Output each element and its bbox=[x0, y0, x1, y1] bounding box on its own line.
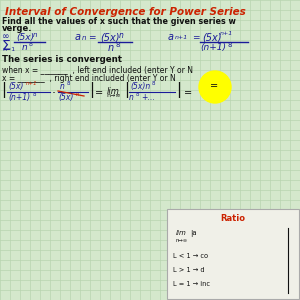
Text: 8: 8 bbox=[29, 42, 33, 47]
FancyBboxPatch shape bbox=[167, 209, 299, 299]
Text: +...: +... bbox=[141, 93, 154, 102]
Text: L > 1 → d: L > 1 → d bbox=[173, 267, 205, 273]
Text: (5x): (5x) bbox=[58, 93, 74, 102]
Text: The series is convergent: The series is convergent bbox=[2, 55, 122, 64]
Text: n→∞: n→∞ bbox=[175, 238, 187, 243]
Text: (5x): (5x) bbox=[202, 32, 221, 42]
Text: |a: |a bbox=[190, 230, 196, 237]
Text: (n+1): (n+1) bbox=[8, 93, 30, 102]
Text: a: a bbox=[75, 32, 81, 42]
Text: n: n bbox=[33, 32, 38, 38]
Text: 8: 8 bbox=[228, 42, 232, 48]
Text: L < 1 → co: L < 1 → co bbox=[173, 253, 208, 259]
Text: (5x)n: (5x)n bbox=[130, 82, 150, 91]
Text: =: = bbox=[192, 33, 200, 42]
Text: 8: 8 bbox=[67, 81, 70, 86]
Text: 8: 8 bbox=[152, 81, 155, 86]
Text: when x = _______  , left end included (enter Y or N: when x = _______ , left end included (en… bbox=[2, 65, 193, 74]
Text: 8: 8 bbox=[136, 92, 140, 97]
Text: ·: · bbox=[52, 87, 56, 100]
Circle shape bbox=[199, 71, 231, 103]
Text: Σ: Σ bbox=[2, 39, 11, 53]
Text: L = 1 → inc: L = 1 → inc bbox=[173, 281, 210, 287]
Text: Find all the values of x such that the given series w: Find all the values of x such that the g… bbox=[2, 17, 236, 26]
Text: n+1: n+1 bbox=[175, 35, 188, 40]
Text: 8: 8 bbox=[116, 42, 121, 48]
Text: (n+1): (n+1) bbox=[200, 43, 226, 52]
Text: =: = bbox=[95, 88, 103, 98]
Text: n: n bbox=[119, 31, 124, 40]
Text: (5x): (5x) bbox=[100, 32, 119, 42]
Text: n: n bbox=[129, 93, 134, 102]
Text: Ratio: Ratio bbox=[220, 214, 245, 223]
Text: (5x): (5x) bbox=[16, 33, 34, 42]
Text: Interval of Convergence for Power Series: Interval of Convergence for Power Series bbox=[5, 7, 246, 17]
Text: lim: lim bbox=[176, 230, 187, 236]
Text: x = _______  , right end included (enter Y or N: x = _______ , right end included (enter … bbox=[2, 74, 176, 83]
Text: a: a bbox=[168, 32, 174, 42]
Text: lim: lim bbox=[107, 87, 120, 96]
Text: (5x): (5x) bbox=[8, 82, 23, 91]
Text: =: = bbox=[184, 88, 192, 98]
Text: n: n bbox=[82, 35, 86, 41]
Text: n: n bbox=[76, 92, 80, 97]
Text: n: n bbox=[60, 82, 65, 91]
Text: =: = bbox=[210, 81, 218, 91]
Text: n: n bbox=[22, 43, 28, 52]
Text: verge.: verge. bbox=[2, 24, 32, 33]
Text: |: | bbox=[176, 82, 181, 98]
Text: 8: 8 bbox=[33, 92, 37, 97]
Text: n+1: n+1 bbox=[220, 31, 233, 36]
Text: |: | bbox=[1, 82, 6, 98]
Text: n→∞: n→∞ bbox=[106, 93, 121, 98]
Text: =: = bbox=[88, 33, 95, 42]
Text: ∞: ∞ bbox=[2, 32, 10, 41]
Text: n+1: n+1 bbox=[26, 81, 38, 86]
Text: n=1: n=1 bbox=[2, 47, 15, 52]
Text: n: n bbox=[108, 43, 114, 53]
Text: |: | bbox=[89, 82, 94, 98]
Text: |: | bbox=[124, 82, 129, 98]
